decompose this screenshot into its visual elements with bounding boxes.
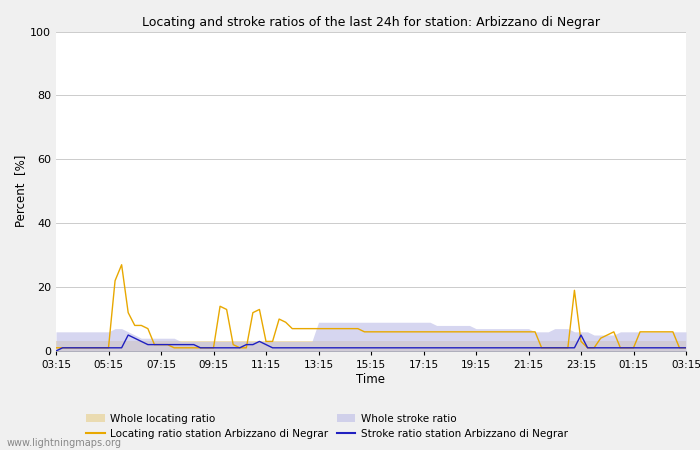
X-axis label: Time: Time bbox=[356, 373, 386, 386]
Legend: Whole locating ratio, Locating ratio station Arbizzano di Negrar, Whole stroke r: Whole locating ratio, Locating ratio sta… bbox=[86, 414, 568, 439]
Title: Locating and stroke ratios of the last 24h for station: Arbizzano di Negrar: Locating and stroke ratios of the last 2… bbox=[142, 16, 600, 29]
Y-axis label: Percent  [%]: Percent [%] bbox=[15, 155, 27, 227]
Text: www.lightningmaps.org: www.lightningmaps.org bbox=[7, 438, 122, 448]
